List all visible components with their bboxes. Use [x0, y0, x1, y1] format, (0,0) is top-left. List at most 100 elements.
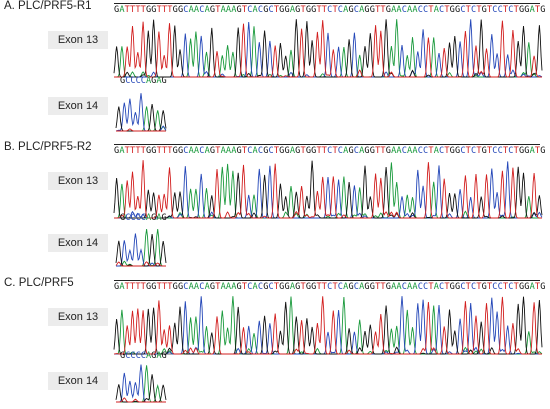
- base-letter: A: [193, 5, 200, 15]
- base-letter: G: [540, 282, 546, 292]
- base-letter: G: [311, 282, 317, 292]
- base-letter: C: [460, 282, 466, 292]
- base-letter: G: [236, 146, 242, 156]
- base-letter: C: [125, 76, 131, 86]
- base-letter: C: [353, 146, 360, 156]
- exon14-sequence: GCCCCAGAG: [120, 213, 167, 223]
- base-letter: G: [114, 5, 120, 15]
- base-letter: T: [375, 5, 381, 15]
- base-letter: G: [295, 5, 301, 15]
- base-letter: C: [337, 282, 344, 292]
- base-letter: C: [497, 5, 503, 15]
- sequence-divider: [114, 280, 540, 281]
- base-letter: T: [156, 146, 162, 156]
- base-letter: A: [359, 282, 365, 292]
- base-letter: A: [529, 5, 535, 15]
- base-letter: C: [497, 146, 503, 156]
- base-letter: T: [428, 5, 434, 15]
- base-letter: T: [428, 282, 434, 292]
- base-letter: G: [524, 146, 530, 156]
- base-letter: C: [470, 282, 477, 292]
- base-letter: A: [156, 213, 162, 223]
- base-letter: G: [120, 213, 126, 223]
- base-letter: G: [120, 76, 126, 86]
- base-letter: G: [518, 282, 525, 292]
- base-letter: A: [396, 5, 402, 15]
- base-letter: T: [534, 146, 541, 156]
- base-letter: G: [151, 282, 157, 292]
- exon14-sequence: GCCCCAGAG: [120, 351, 167, 361]
- base-letter: C: [439, 146, 445, 156]
- panel-title: A. PLC/PRF5-R1: [4, 0, 92, 12]
- base-letter: G: [540, 5, 546, 15]
- base-letter: G: [279, 146, 285, 156]
- base-letter: T: [161, 146, 168, 156]
- base-letter: G: [172, 5, 178, 15]
- base-letter: A: [343, 5, 349, 15]
- sequence-divider: [114, 3, 540, 4]
- base-letter: A: [193, 282, 200, 292]
- base-letter: A: [407, 5, 413, 15]
- base-letter: T: [375, 282, 381, 292]
- base-letter: G: [364, 5, 370, 15]
- base-letter: G: [284, 146, 290, 156]
- exon14-label: Exon 14: [48, 234, 108, 252]
- base-letter: C: [423, 146, 429, 156]
- base-letter: A: [252, 146, 258, 156]
- base-letter: T: [321, 5, 328, 15]
- base-letter: C: [199, 146, 205, 156]
- base-letter: T: [380, 146, 386, 156]
- base-letter: T: [513, 282, 519, 292]
- base-letter: A: [156, 76, 162, 86]
- base-letter: T: [513, 146, 519, 156]
- base-letter: G: [284, 5, 290, 15]
- panel-title: C. PLC/PRF5: [4, 277, 74, 289]
- base-letter: C: [257, 282, 264, 292]
- base-letter: G: [284, 282, 290, 292]
- base-letter: T: [513, 5, 519, 15]
- base-letter: C: [353, 282, 360, 292]
- base-letter: G: [540, 146, 546, 156]
- base-letter: A: [119, 5, 125, 15]
- base-letter: A: [204, 282, 210, 292]
- base-letter: A: [231, 5, 237, 15]
- base-letter: G: [151, 351, 157, 361]
- trace-c: [114, 19, 543, 78]
- base-letter: C: [401, 5, 408, 15]
- base-letter: T: [129, 282, 136, 292]
- base-letter: A: [119, 146, 125, 156]
- base-letter: T: [316, 282, 322, 292]
- base-letter: G: [369, 146, 376, 156]
- base-letter: T: [465, 146, 471, 156]
- base-letter: G: [311, 146, 317, 156]
- base-letter: G: [305, 282, 312, 292]
- base-letter: A: [188, 5, 194, 15]
- trace-c: [114, 161, 543, 219]
- base-letter: T: [140, 282, 146, 292]
- panel-a: A. PLC/PRF5-R1 GATTTTGGTTTGGCAACAGTAAAGT…: [0, 0, 550, 136]
- base-letter: C: [470, 5, 477, 15]
- base-letter: G: [385, 282, 392, 292]
- base-letter: A: [204, 146, 210, 156]
- trace-t: [115, 261, 166, 267]
- base-letter: G: [481, 282, 487, 292]
- base-letter: T: [444, 282, 450, 292]
- base-letter: A: [433, 146, 440, 156]
- exon14-chromatogram: [115, 228, 167, 267]
- base-letter: G: [311, 5, 317, 15]
- base-letter: T: [273, 146, 280, 156]
- base-letter: A: [396, 282, 402, 292]
- base-letter: C: [199, 282, 205, 292]
- base-letter: A: [289, 5, 296, 15]
- base-letter: G: [449, 282, 455, 292]
- base-letter: G: [449, 5, 455, 15]
- base-letter: T: [156, 5, 162, 15]
- base-letter: T: [476, 282, 482, 292]
- exon13-label: Exon 13: [48, 308, 108, 326]
- base-letter: C: [417, 282, 424, 292]
- base-letter: A: [433, 5, 440, 15]
- base-letter: T: [316, 146, 322, 156]
- base-letter: T: [129, 146, 136, 156]
- base-letter: G: [305, 146, 312, 156]
- base-letter: G: [481, 5, 487, 15]
